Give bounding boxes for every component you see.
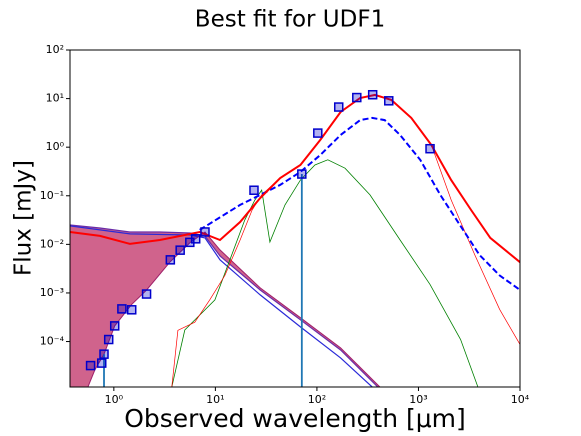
observed-point (384, 96, 394, 106)
y-tick-label: 10⁰ (46, 140, 65, 153)
observed-point (109, 321, 120, 331)
observed-point (165, 255, 176, 265)
observed-point (297, 169, 307, 179)
y-tick-label: 10⁻³ (40, 286, 64, 299)
x-tick-label: 10² (308, 393, 326, 406)
y-tick-label: 10⁻¹ (40, 189, 64, 202)
observed-point (126, 305, 137, 315)
x-tick-label: 10¹ (206, 393, 224, 406)
observed-point (200, 227, 210, 237)
observed-point (313, 128, 323, 138)
x-tick-label: 10⁰ (105, 393, 124, 406)
y-tick-label: 10⁻⁴ (40, 335, 65, 348)
observed-point (85, 360, 96, 371)
model-curve (70, 93, 520, 263)
y-axis-label: Flux [mJy] (11, 160, 37, 276)
model-curve (70, 225, 373, 387)
chart-title: Best fit for UDF1 (195, 7, 385, 33)
observed-point (175, 245, 185, 255)
x-tick-label: 10⁴ (511, 393, 530, 406)
observed-point (333, 102, 344, 112)
observed-point (117, 304, 127, 314)
model-curve (199, 116, 520, 291)
observed-point (96, 358, 107, 368)
observed-point (352, 92, 362, 103)
observed-point (141, 289, 152, 299)
observed-point (249, 185, 259, 195)
observed-point (99, 349, 109, 359)
plot-frame (69, 49, 521, 388)
observed-point (190, 234, 201, 244)
observed-point (425, 143, 435, 154)
x-axis-label: Observed wavelength [μm] (124, 404, 466, 433)
model-curve (171, 94, 520, 387)
y-tick-label: 10¹ (46, 92, 64, 105)
observed-point (367, 89, 378, 100)
y-tick-label: 10⁻² (40, 237, 64, 250)
y-tick-label: 10² (46, 43, 64, 56)
fill-area (70, 225, 380, 387)
observed-point (103, 334, 114, 345)
x-tick-label: 10³ (409, 393, 427, 406)
model-curve (171, 159, 479, 387)
